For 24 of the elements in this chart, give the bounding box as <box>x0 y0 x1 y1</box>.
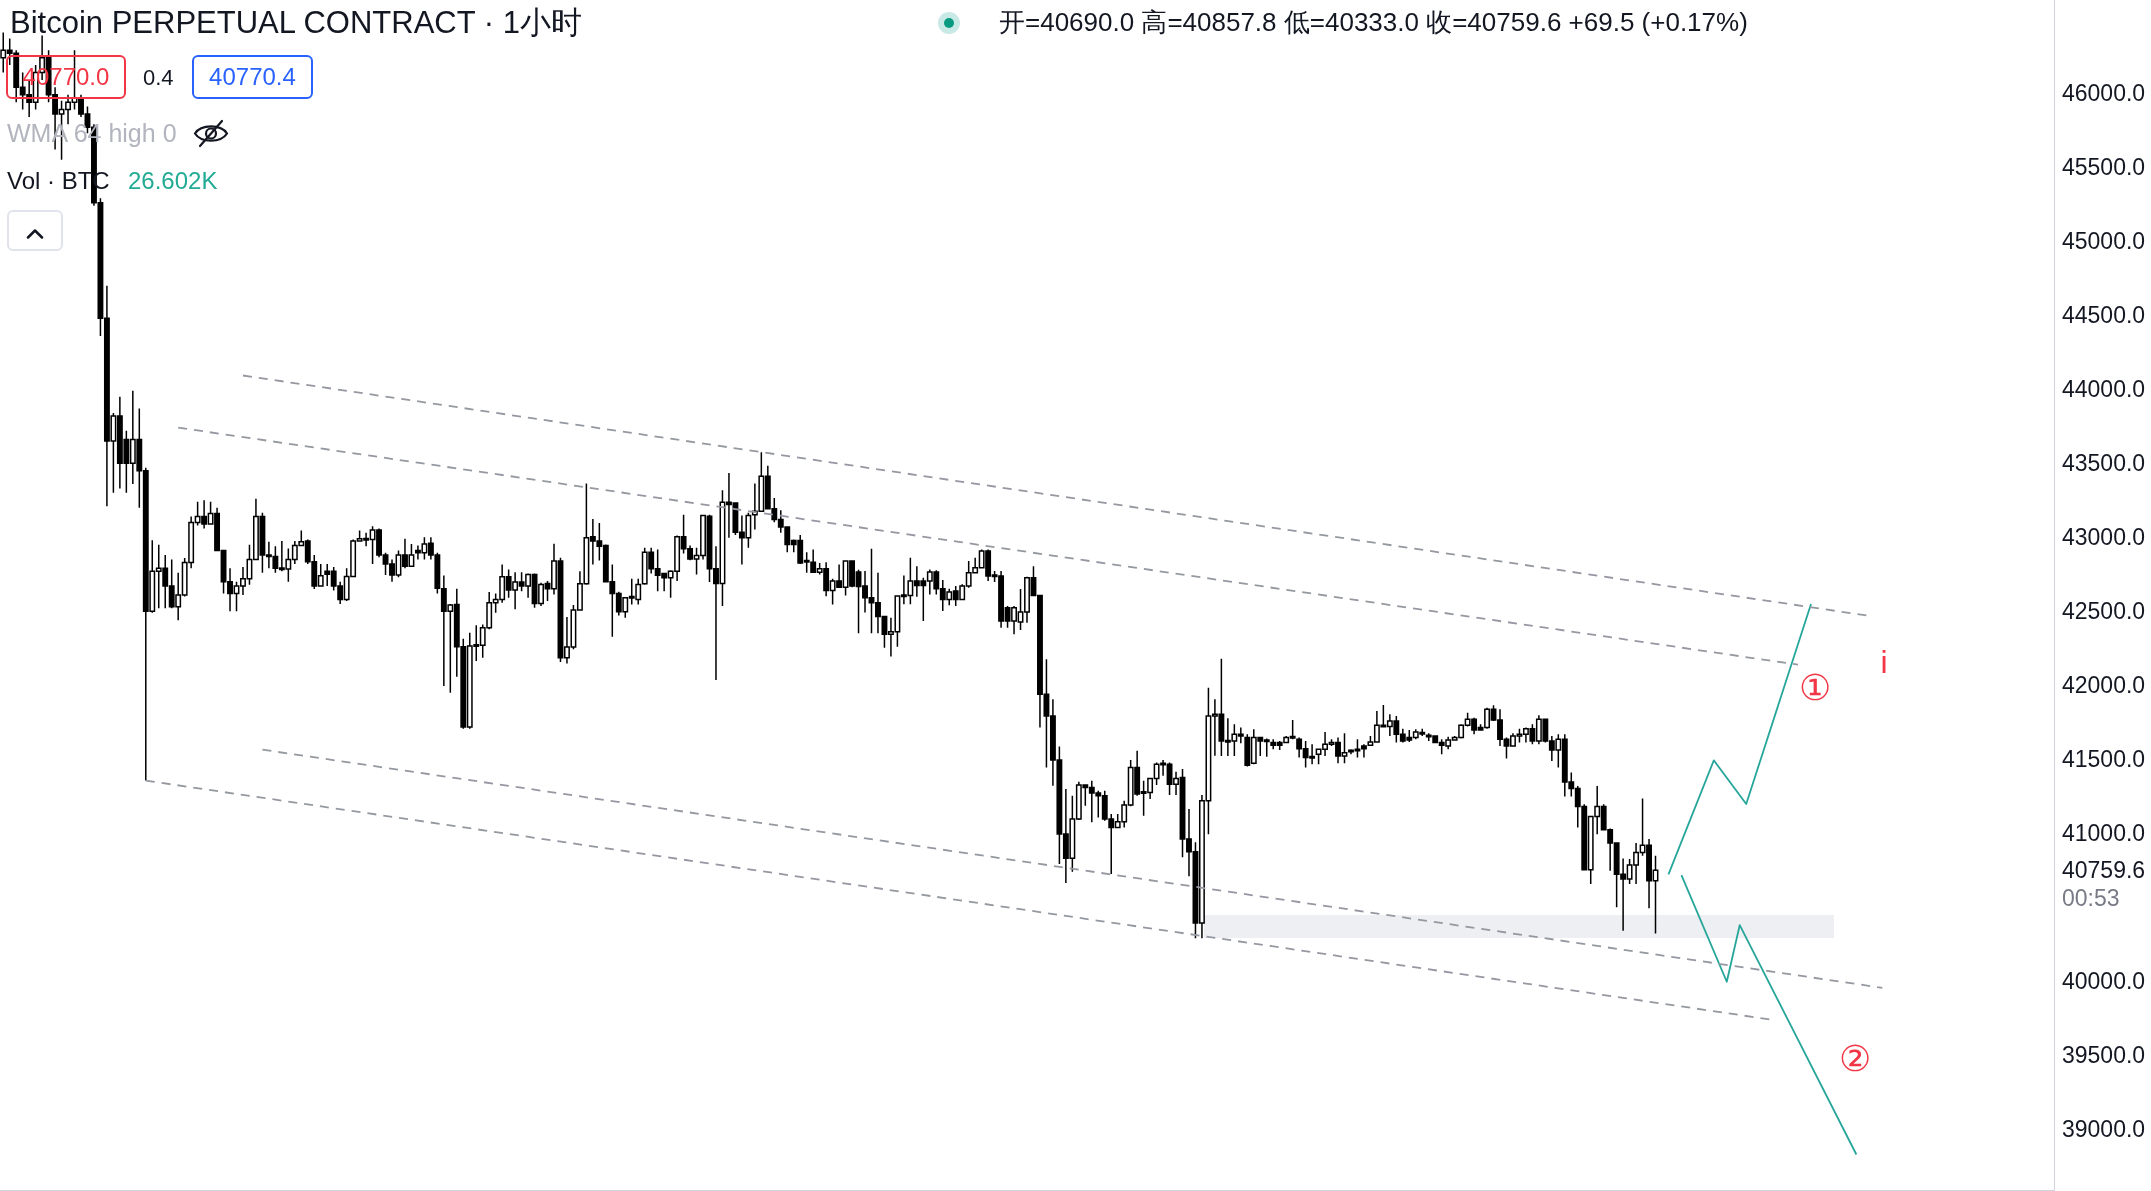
y-tick-label: 44000.0 <box>2062 376 2146 403</box>
y-tick-label: 45500.0 <box>2062 154 2146 181</box>
y-tick-label: 46000.0 <box>2062 80 2146 107</box>
y-tick-label: 44500.0 <box>2062 302 2146 329</box>
y-tick-label: 41000.0 <box>2062 820 2146 847</box>
y-tick-label: 41500.0 <box>2062 746 2146 773</box>
text: 40759.6 <box>2062 857 2146 884</box>
y-tick-label: 42500.0 <box>2062 598 2146 625</box>
y-tick-label: 39000.0 <box>2062 1116 2146 1143</box>
text: 00:53 <box>2062 885 2120 912</box>
y-tick-label: 40000.0 <box>2062 968 2146 995</box>
annotation: ② <box>1839 1037 1871 1079</box>
annotation: 40770.4 <box>192 55 313 99</box>
annotation: 开=40690.0 高=40857.8 低=40333.0 收=40759.6 +69.5 (+0.17%) <box>999 7 1748 38</box>
y-tick-label: 39500.0 <box>2062 1042 2146 1069</box>
y-tick-label: 42000.0 <box>2062 672 2146 699</box>
annotation: ① <box>1799 666 1831 708</box>
annotation: 26.602K <box>128 167 218 195</box>
chart-title: Bitcoin PERPETUAL CONTRACT · 1小时 <box>10 5 582 41</box>
y-tick-label: 43500.0 <box>2062 450 2146 477</box>
annotation: i <box>1880 643 1888 681</box>
y-tick-label: 43000.0 <box>2062 524 2146 551</box>
y-tick-label: 45000.0 <box>2062 228 2146 255</box>
annotation: 0.4 <box>143 64 174 90</box>
